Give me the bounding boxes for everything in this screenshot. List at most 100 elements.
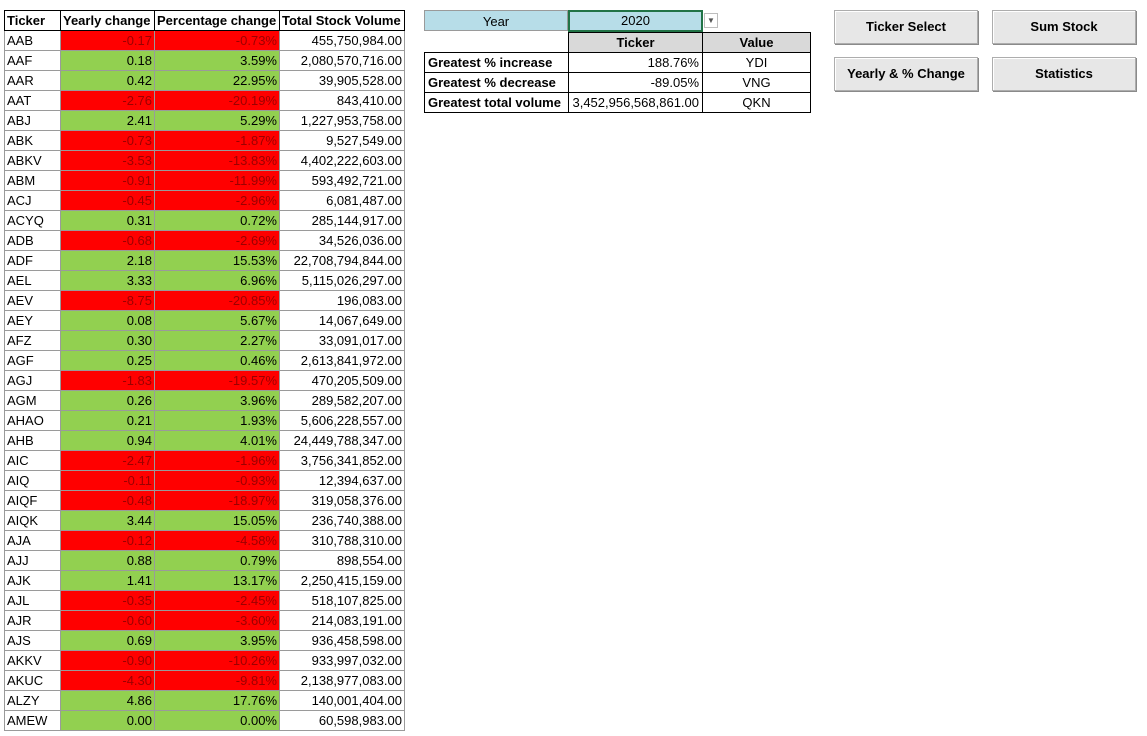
ticker-cell[interactable]: ABKV: [4, 150, 61, 171]
yearly-change-cell[interactable]: 3.33: [60, 270, 155, 291]
total-volume-cell[interactable]: 1,227,953,758.00: [279, 110, 405, 131]
percentage-change-cell[interactable]: -0.73%: [154, 30, 280, 51]
ticker-cell[interactable]: AKKV: [4, 650, 61, 671]
summary-header-ticker[interactable]: Ticker: [568, 32, 703, 53]
percentage-change-cell[interactable]: 0.00%: [154, 710, 280, 731]
total-volume-cell[interactable]: 5,606,228,557.00: [279, 410, 405, 431]
percentage-change-cell[interactable]: -11.99%: [154, 170, 280, 191]
percentage-change-cell[interactable]: -18.97%: [154, 490, 280, 511]
total-volume-cell[interactable]: 196,083.00: [279, 290, 405, 311]
total-volume-cell[interactable]: 214,083,191.00: [279, 610, 405, 631]
total-volume-cell[interactable]: 455,750,984.00: [279, 30, 405, 51]
total-volume-cell[interactable]: 2,138,977,083.00: [279, 670, 405, 691]
percentage-change-cell[interactable]: -19.57%: [154, 370, 280, 391]
yearly-change-cell[interactable]: 0.21: [60, 410, 155, 431]
percentage-change-cell[interactable]: 15.53%: [154, 250, 280, 271]
percentage-change-cell[interactable]: -0.93%: [154, 470, 280, 491]
yearly-change-cell[interactable]: -0.45: [60, 190, 155, 211]
yearly-change-cell[interactable]: -0.60: [60, 610, 155, 631]
yearly-change-cell[interactable]: 0.69: [60, 630, 155, 651]
percentage-change-cell[interactable]: -9.81%: [154, 670, 280, 691]
sum-stock-button[interactable]: Sum Stock: [992, 10, 1136, 44]
ticker-cell[interactable]: ADF: [4, 250, 61, 271]
ticker-cell[interactable]: ACYQ: [4, 210, 61, 231]
ticker-cell[interactable]: AIQK: [4, 510, 61, 531]
ticker-cell[interactable]: AIQ: [4, 470, 61, 491]
total-volume-cell[interactable]: 289,582,207.00: [279, 390, 405, 411]
yearly-change-button[interactable]: Yearly & % Change: [834, 57, 978, 91]
total-volume-cell[interactable]: 933,997,032.00: [279, 650, 405, 671]
total-volume-cell[interactable]: 4,402,222,603.00: [279, 150, 405, 171]
yearly-change-cell[interactable]: -0.73: [60, 130, 155, 151]
yearly-change-cell[interactable]: 0.88: [60, 550, 155, 571]
ticker-cell[interactable]: ABJ: [4, 110, 61, 131]
yearly-change-cell[interactable]: -2.47: [60, 450, 155, 471]
total-volume-cell[interactable]: 5,115,026,297.00: [279, 270, 405, 291]
ticker-cell[interactable]: AAB: [4, 30, 61, 51]
yearly-change-cell[interactable]: 0.00: [60, 710, 155, 731]
yearly-change-cell[interactable]: -3.53: [60, 150, 155, 171]
ticker-cell[interactable]: AMEW: [4, 710, 61, 731]
percentage-change-cell[interactable]: -20.19%: [154, 90, 280, 111]
statistics-button[interactable]: Statistics: [992, 57, 1136, 91]
ticker-cell[interactable]: AEY: [4, 310, 61, 331]
total-volume-cell[interactable]: 33,091,017.00: [279, 330, 405, 351]
total-volume-cell[interactable]: 593,492,721.00: [279, 170, 405, 191]
percentage-change-cell[interactable]: 2.27%: [154, 330, 280, 351]
total-volume-cell[interactable]: 140,001,404.00: [279, 690, 405, 711]
summary-value-cell[interactable]: QKN: [702, 92, 811, 113]
percentage-change-cell[interactable]: 17.76%: [154, 690, 280, 711]
summary-ticker-cell[interactable]: -89.05%: [568, 72, 703, 93]
total-volume-cell[interactable]: 936,458,598.00: [279, 630, 405, 651]
percentage-change-cell[interactable]: 3.59%: [154, 50, 280, 71]
ticker-cell[interactable]: AJL: [4, 590, 61, 611]
percentage-change-cell[interactable]: 22.95%: [154, 70, 280, 91]
header-percentage-change[interactable]: Percentage change: [154, 10, 280, 31]
percentage-change-cell[interactable]: 3.95%: [154, 630, 280, 651]
yearly-change-cell[interactable]: 3.44: [60, 510, 155, 531]
total-volume-cell[interactable]: 22,708,794,844.00: [279, 250, 405, 271]
ticker-cell[interactable]: AIQF: [4, 490, 61, 511]
ticker-cell[interactable]: ABK: [4, 130, 61, 151]
percentage-change-cell[interactable]: 0.46%: [154, 350, 280, 371]
ticker-cell[interactable]: AHB: [4, 430, 61, 451]
ticker-cell[interactable]: ALZY: [4, 690, 61, 711]
yearly-change-cell[interactable]: 0.18: [60, 50, 155, 71]
year-label[interactable]: Year: [424, 10, 568, 31]
total-volume-cell[interactable]: 39,905,528.00: [279, 70, 405, 91]
percentage-change-cell[interactable]: -3.60%: [154, 610, 280, 631]
yearly-change-cell[interactable]: 0.31: [60, 210, 155, 231]
ticker-cell[interactable]: AAF: [4, 50, 61, 71]
percentage-change-cell[interactable]: 0.72%: [154, 210, 280, 231]
yearly-change-cell[interactable]: 2.41: [60, 110, 155, 131]
ticker-cell[interactable]: AHAO: [4, 410, 61, 431]
yearly-change-cell[interactable]: -2.76: [60, 90, 155, 111]
total-volume-cell[interactable]: 518,107,825.00: [279, 590, 405, 611]
ticker-cell[interactable]: AAT: [4, 90, 61, 111]
ticker-cell[interactable]: ADB: [4, 230, 61, 251]
total-volume-cell[interactable]: 2,613,841,972.00: [279, 350, 405, 371]
ticker-cell[interactable]: AIC: [4, 450, 61, 471]
yearly-change-cell[interactable]: 2.18: [60, 250, 155, 271]
dropdown-arrow-icon[interactable]: ▼: [704, 13, 718, 28]
total-volume-cell[interactable]: 24,449,788,347.00: [279, 430, 405, 451]
header-ticker[interactable]: Ticker: [4, 10, 61, 31]
percentage-change-cell[interactable]: -1.96%: [154, 450, 280, 471]
percentage-change-cell[interactable]: 4.01%: [154, 430, 280, 451]
total-volume-cell[interactable]: 2,250,415,159.00: [279, 570, 405, 591]
yearly-change-cell[interactable]: 4.86: [60, 690, 155, 711]
percentage-change-cell[interactable]: 5.29%: [154, 110, 280, 131]
total-volume-cell[interactable]: 34,526,036.00: [279, 230, 405, 251]
yearly-change-cell[interactable]: 0.94: [60, 430, 155, 451]
percentage-change-cell[interactable]: -13.83%: [154, 150, 280, 171]
total-volume-cell[interactable]: 2,080,570,716.00: [279, 50, 405, 71]
yearly-change-cell[interactable]: 0.08: [60, 310, 155, 331]
ticker-cell[interactable]: AJJ: [4, 550, 61, 571]
percentage-change-cell[interactable]: 0.79%: [154, 550, 280, 571]
yearly-change-cell[interactable]: -0.12: [60, 530, 155, 551]
ticker-cell[interactable]: ACJ: [4, 190, 61, 211]
yearly-change-cell[interactable]: -0.68: [60, 230, 155, 251]
total-volume-cell[interactable]: 310,788,310.00: [279, 530, 405, 551]
header-total-stock-volume[interactable]: Total Stock Volume: [279, 10, 405, 31]
yearly-change-cell[interactable]: 0.42: [60, 70, 155, 91]
